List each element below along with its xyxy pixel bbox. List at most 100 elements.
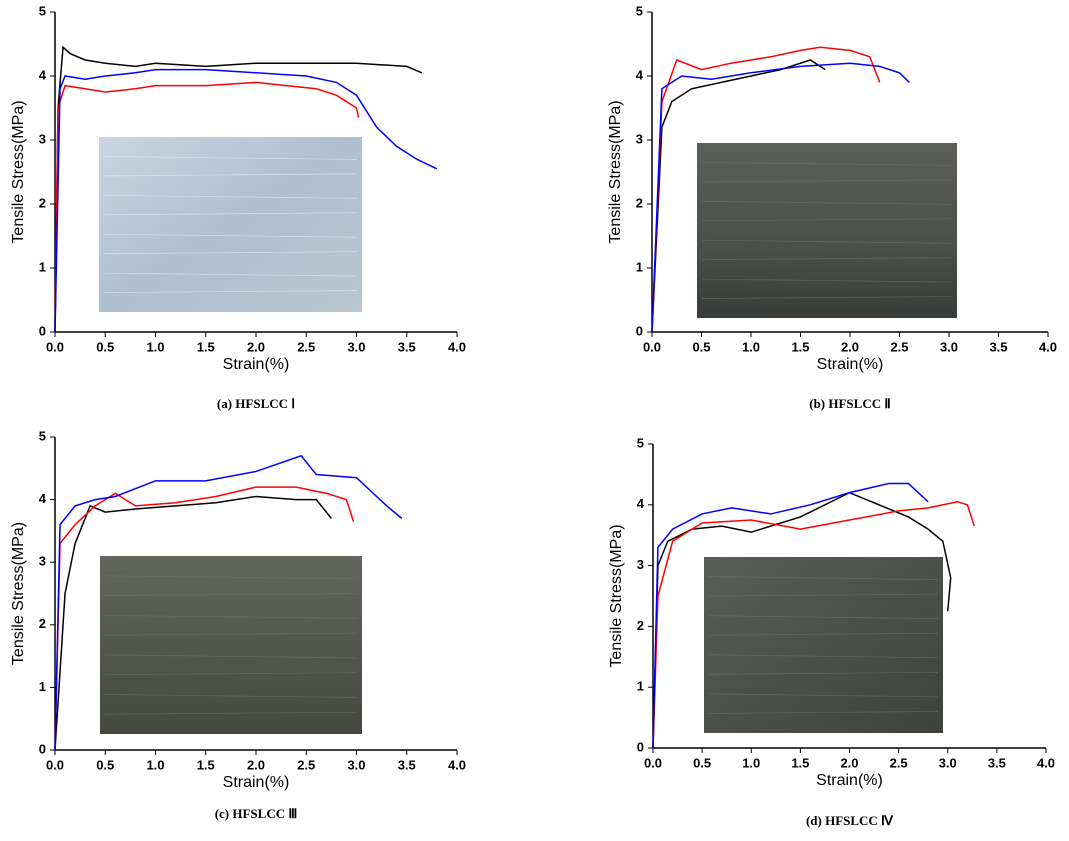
y-tick-label: 2 [39, 616, 46, 631]
x-tick-label: 3.0 [940, 339, 958, 354]
crack-texture [103, 251, 358, 255]
y-tick-label: 1 [39, 679, 46, 694]
y-tick-label: 0 [39, 741, 46, 756]
x-tick-label: 4.0 [1039, 339, 1057, 354]
series-line [54, 45, 423, 333]
y-tick-label: 4 [39, 67, 47, 82]
x-tick-label: 3.0 [939, 755, 957, 770]
crack-texture [701, 239, 953, 244]
series-line [651, 46, 881, 333]
crack-texture [104, 575, 358, 580]
x-tick-label: 1.0 [742, 755, 760, 770]
series-line [54, 495, 332, 751]
x-tick-label: 1.0 [146, 757, 164, 772]
crack-texture [708, 693, 939, 698]
crack-texture [103, 272, 358, 277]
x-tick-label: 4.0 [448, 757, 466, 772]
x-tick-label: 3.5 [989, 339, 1007, 354]
x-tick-label: 2.0 [840, 755, 858, 770]
x-tick-label: 0.0 [643, 339, 661, 354]
x-tick-label: 1.0 [742, 339, 760, 354]
x-tick-label: 3.5 [398, 339, 416, 354]
y-tick-label: 1 [637, 679, 644, 694]
x-axis-label: Strain(%) [223, 356, 290, 373]
y-tick-label: 5 [39, 428, 46, 443]
series-line [651, 59, 826, 333]
x-axis-label: Strain(%) [817, 356, 884, 373]
crack-texture [103, 194, 358, 199]
crack-texture [701, 200, 953, 205]
y-tick-label: 3 [637, 557, 644, 572]
x-tick-label: 1.5 [197, 339, 215, 354]
crack-texture [103, 233, 358, 238]
x-tick-label: 0.5 [692, 339, 710, 354]
caption: (b) HFSLCC Ⅱ [809, 396, 891, 411]
x-tick-label: 2.0 [247, 339, 265, 354]
crack-texture [104, 632, 358, 636]
crack-texture [708, 671, 939, 675]
x-tick-label: 2.0 [841, 339, 859, 354]
x-tick-label: 1.5 [197, 757, 215, 772]
series-line [651, 62, 910, 333]
y-tick-label: 5 [637, 435, 644, 450]
x-tick-label: 0.0 [644, 755, 662, 770]
crack-texture [103, 173, 358, 177]
crack-texture [708, 654, 939, 659]
y-tick-label: 0 [637, 739, 644, 754]
series-line [54, 454, 403, 751]
inset-photo [99, 137, 362, 312]
crack-texture [701, 179, 953, 183]
y-tick-label: 3 [636, 131, 643, 146]
y-axis-label: Tensile Stress(MPa) [608, 524, 625, 667]
crack-texture [104, 593, 358, 596]
series-line [54, 81, 360, 333]
x-tick-label: 2.5 [890, 755, 908, 770]
x-tick-label: 0.5 [96, 339, 114, 354]
y-tick-label: 0 [39, 323, 46, 338]
y-axis-label: Tensile Stress(MPa) [607, 100, 624, 243]
series-line [54, 486, 355, 751]
y-axis-label: Tensile Stress(MPa) [10, 100, 27, 243]
x-tick-label: 0.5 [693, 755, 711, 770]
inset-photo [697, 143, 957, 318]
x-tick-label: 3.5 [398, 757, 416, 772]
crack-texture [701, 296, 953, 299]
crack-texture [103, 212, 358, 216]
caption: (d) HFSLCC Ⅳ [806, 813, 894, 828]
y-tick-label: 3 [39, 554, 46, 569]
y-tick-label: 4 [39, 491, 47, 506]
crack-texture [104, 672, 358, 676]
y-tick-label: 3 [39, 131, 46, 146]
crack-texture [701, 218, 953, 222]
series-line [652, 482, 929, 749]
crack-texture [708, 593, 939, 597]
inset-photo [704, 557, 943, 733]
y-tick-label: 5 [636, 3, 643, 18]
crack-texture [708, 632, 939, 636]
crack-texture [103, 290, 358, 293]
y-tick-label: 5 [39, 3, 46, 18]
x-tick-label: 1.5 [791, 755, 809, 770]
crack-texture [701, 162, 953, 166]
crack-texture [708, 711, 939, 714]
x-axis-label: Strain(%) [816, 772, 883, 789]
crack-texture [103, 156, 358, 160]
crack-texture [104, 694, 358, 698]
x-tick-label: 0.0 [46, 339, 64, 354]
x-tick-label: 1.5 [791, 339, 809, 354]
y-tick-label: 2 [637, 618, 644, 633]
x-tick-label: 2.5 [297, 339, 315, 354]
crack-texture [708, 576, 939, 580]
x-tick-label: 4.0 [1037, 755, 1055, 770]
x-tick-label: 3.0 [347, 757, 365, 772]
y-tick-label: 4 [637, 496, 645, 511]
series-line [652, 500, 975, 749]
y-tick-label: 4 [636, 67, 644, 82]
x-tick-label: 2.5 [297, 757, 315, 772]
x-tick-label: 3.5 [988, 755, 1006, 770]
y-tick-label: 1 [636, 259, 643, 274]
x-tick-label: 1.0 [146, 339, 164, 354]
y-axis-label: Tensile Stress(MPa) [10, 522, 27, 665]
crack-texture [701, 278, 953, 283]
